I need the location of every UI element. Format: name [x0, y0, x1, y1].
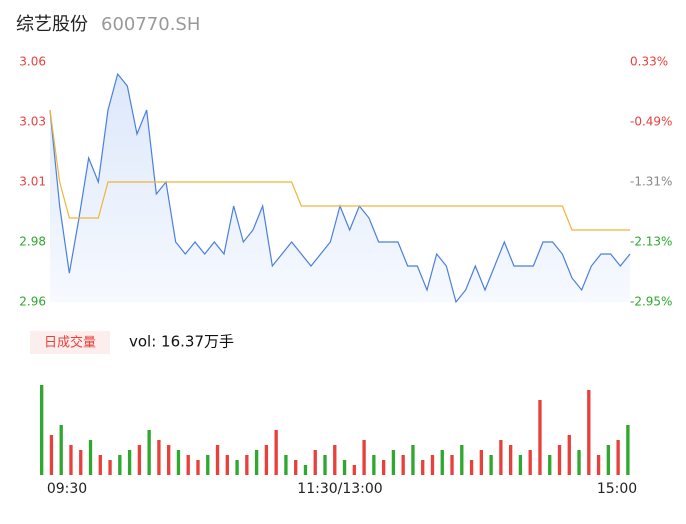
volume-bar: [98, 455, 102, 475]
y2-tick-label: -2.95%: [630, 295, 672, 309]
avg-line: [49, 109, 630, 231]
volume-bar: [264, 445, 269, 475]
volume-bar: [88, 440, 93, 475]
stock-code: 600770.SH: [101, 14, 200, 35]
volume-bar: [40, 385, 44, 475]
volume-bar: [411, 445, 415, 475]
volume-bar: [342, 460, 347, 475]
volume-bar: [49, 435, 54, 475]
volume-bar: [538, 400, 542, 475]
price-area: [50, 74, 630, 302]
stock-name: 综艺股份: [16, 14, 88, 35]
volume-bar: [460, 445, 464, 475]
volume-bar: [215, 445, 220, 475]
volume-bar: [196, 460, 200, 475]
volume-bar: [323, 455, 327, 475]
y-tick-label: 2.98: [19, 235, 46, 249]
volume-bar: [352, 465, 356, 475]
volume-bar: [274, 430, 278, 475]
volume-bar: [508, 445, 513, 475]
volume-bar: [59, 425, 63, 475]
volume-bar: [108, 460, 112, 475]
volume-bar: [303, 465, 308, 475]
volume-bar: [421, 460, 425, 475]
volume-bar: [616, 440, 620, 475]
x-tick-label: 09:30: [47, 481, 87, 497]
volume-bar: [596, 455, 601, 475]
volume-bar: [254, 450, 259, 475]
vol-text: vol: 16.37万手: [129, 333, 234, 351]
volume-bar: [391, 450, 396, 475]
volume-bar: [479, 450, 483, 475]
volume-bar: [235, 460, 239, 475]
volume-bar: [333, 445, 337, 475]
volume-bar: [626, 425, 630, 475]
volume-bar: [176, 450, 181, 475]
volume-bar: [362, 440, 366, 475]
volume-bar: [284, 455, 288, 475]
volume-bar: [206, 455, 210, 475]
volume-bar: [518, 455, 523, 475]
y2-tick-label: 0.33%: [630, 55, 668, 69]
y-tick-label: 3.01: [19, 175, 46, 189]
volume-bar: [245, 455, 249, 475]
volume-bar: [489, 455, 493, 475]
volume-bar: [225, 455, 229, 475]
volume-bar: [450, 455, 454, 475]
x-tick-label: 15:00: [597, 481, 637, 497]
volume-bar: [294, 460, 298, 475]
y2-tick-label: -0.49%: [630, 115, 672, 129]
volume-bar: [147, 430, 151, 475]
volume-bar: [401, 455, 405, 475]
volume-bar: [79, 450, 83, 475]
volume-bar: [69, 445, 73, 475]
volume-bar: [548, 455, 552, 475]
volume-bar: [587, 390, 591, 475]
vol-label: 日成交量: [44, 335, 96, 351]
y-tick-label: 2.96: [19, 295, 46, 309]
volume-bar: [528, 450, 532, 475]
y-tick-label: 3.03: [19, 115, 46, 129]
volume-bar: [137, 445, 142, 475]
volume-bar: [381, 460, 386, 475]
volume-bar: [127, 450, 132, 475]
volume-bar: [186, 455, 190, 475]
volume-bar: [118, 455, 122, 475]
volume-bar: [313, 450, 317, 475]
volume-bar: [606, 445, 611, 475]
volume-bar: [469, 460, 474, 475]
y2-tick-label: -2.13%: [630, 235, 672, 249]
volume-bar: [499, 440, 503, 475]
volume-bar: [567, 435, 571, 475]
volume-bar: [557, 445, 562, 475]
volume-bar: [577, 450, 581, 475]
volume-bar: [430, 455, 435, 475]
y2-tick-label: -1.31%: [630, 175, 672, 189]
x-tick-label: 11:30/13:00: [297, 481, 382, 497]
y-tick-label: 3.06: [19, 55, 46, 69]
volume-bar: [440, 450, 444, 475]
volume-bar: [167, 445, 171, 475]
volume-bar: [372, 455, 376, 475]
volume-bar: [157, 440, 161, 475]
vol-label-box: [30, 331, 110, 354]
